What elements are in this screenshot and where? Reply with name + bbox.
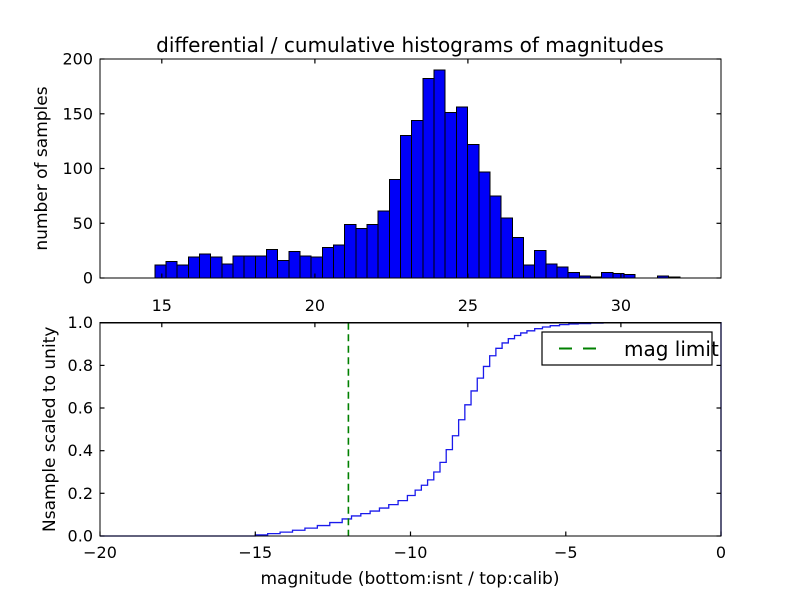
legend: mag limit: [541, 331, 719, 366]
y-tick-label: 1.0: [68, 313, 93, 332]
histogram-bar: [355, 228, 368, 279]
histogram-bar: [243, 255, 256, 279]
histogram-bar: [411, 119, 424, 279]
histogram-bar: [467, 143, 480, 279]
histogram-bar: [366, 223, 379, 279]
histogram-bars: [154, 69, 681, 279]
histogram-bar: [221, 263, 234, 279]
y-tick-label: 0.6: [68, 399, 93, 418]
histogram-bar: [187, 256, 200, 279]
histogram-bar: [377, 210, 390, 279]
y-tick-label: 150: [62, 104, 93, 123]
bottom-x-axis-label: magnitude (bottom:isnt / top:calib): [261, 569, 560, 589]
histogram-bar: [210, 256, 223, 279]
histogram-bar: [154, 264, 167, 279]
calib-x-tick-label: 25: [458, 296, 478, 315]
x-tick-label: −10: [394, 543, 428, 562]
legend-label: mag limit: [624, 337, 719, 361]
histogram-bar: [277, 259, 290, 279]
histogram-bar: [288, 251, 301, 279]
histogram-bar: [522, 264, 536, 279]
y-tick-label: 0.2: [68, 484, 93, 503]
top-axes-differential-histogram: 0 50 100 150 200 15 20 25 30: [62, 50, 722, 315]
y-tick-label: 100: [62, 159, 93, 178]
bottom-y-axis-label: Nsample scaled to unity: [40, 327, 60, 532]
histogram-bar: [545, 263, 558, 279]
histogram-bar: [333, 244, 346, 279]
histogram-bar: [321, 246, 335, 279]
histogram-bar: [478, 171, 491, 279]
histogram-bar: [601, 272, 614, 279]
histogram-bar: [511, 236, 524, 279]
histogram-bar: [165, 261, 178, 279]
y-tick-label: 0.4: [68, 441, 93, 460]
histogram-bar: [310, 256, 323, 279]
histogram-bar: [556, 266, 569, 279]
histogram-bar: [534, 250, 547, 279]
histogram-bar: [422, 78, 435, 279]
x-tick-label: −5: [554, 543, 578, 562]
histogram-bar: [433, 69, 446, 279]
y-tick-label: 50: [73, 214, 93, 233]
histogram-bar: [489, 195, 502, 279]
histogram-bar: [299, 255, 312, 279]
calib-x-tick-label: 30: [611, 296, 631, 315]
histogram-bar: [266, 249, 279, 279]
x-tick-label: −20: [83, 543, 117, 562]
top-y-axis-label: number of samples: [32, 86, 52, 250]
y-tick-label: 0.0: [68, 527, 93, 546]
histogram-bar: [400, 135, 413, 279]
figure-title: differential / cumulative histograms of …: [156, 33, 664, 57]
histogram-bar: [455, 106, 469, 279]
y-tick-label: 0: [83, 269, 93, 288]
y-tick-label: 0.8: [68, 356, 93, 375]
x-tick-label: 0: [716, 543, 726, 562]
y-tick-label: 200: [62, 50, 93, 69]
histogram-bar: [232, 255, 245, 279]
calib-x-tick-label: 15: [152, 296, 172, 315]
histogram-bar: [444, 112, 457, 279]
histogram-bar: [388, 178, 402, 279]
histogram-bar: [344, 223, 357, 279]
x-tick-label: −15: [238, 543, 272, 562]
histogram-bar: [567, 272, 580, 279]
histogram-bar: [254, 255, 268, 279]
histogram-bar: [500, 217, 513, 279]
histogram-bar: [612, 273, 625, 279]
calib-x-tick-label: 20: [305, 296, 325, 315]
histogram-bar: [176, 264, 189, 279]
cumulative-step-curve: [100, 322, 722, 537]
histogram-bar: [198, 253, 212, 279]
bottom-axes-cumulative-histogram: −20 −15 −10 −5 0 0.0 0.2 0.4 0.6 0.8 1.0: [68, 313, 727, 562]
